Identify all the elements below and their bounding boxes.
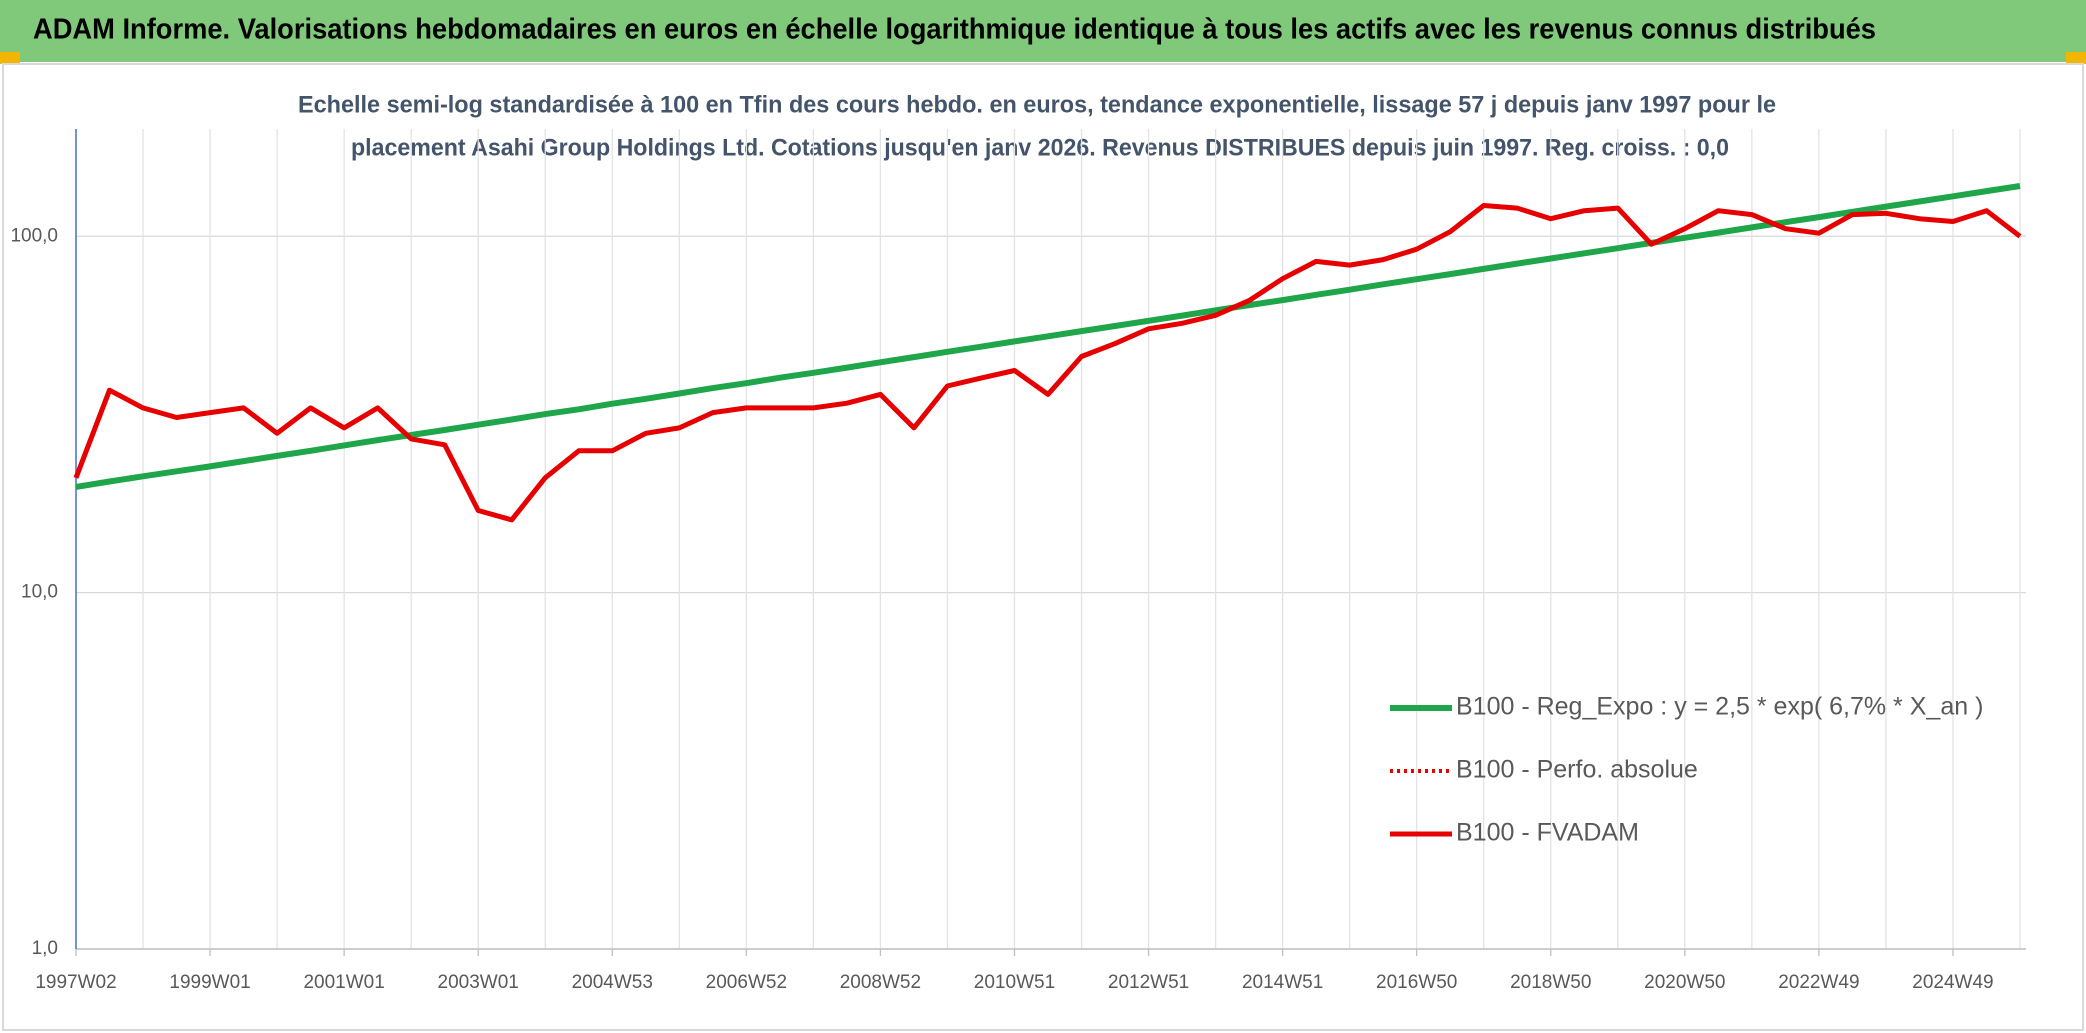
x-tick-label: 1999W01 xyxy=(169,972,250,993)
x-tick-label: 2010W51 xyxy=(974,972,1055,993)
x-tick-label: 2012W51 xyxy=(1108,972,1189,993)
x-tick-label: 2024W49 xyxy=(1912,972,1993,993)
x-tick-label: 2001W01 xyxy=(303,972,384,993)
x-tick-label: 2003W01 xyxy=(438,972,519,993)
legend-label: B100 - Perfo. absolue xyxy=(1456,756,1698,784)
legend-label: B100 - FVADAM xyxy=(1456,819,1639,847)
corner-mark xyxy=(0,52,20,64)
y-tick-label: 100,0 xyxy=(10,225,58,246)
x-tick-label: 2022W49 xyxy=(1778,972,1859,993)
x-tick-label: 1997W02 xyxy=(35,972,116,993)
legend-label: B100 - Reg_Expo : y = 2,5 * exp( 6,7% * … xyxy=(1456,693,1983,721)
y-tick-label: 1,0 xyxy=(32,938,58,959)
x-tick-label: 2008W52 xyxy=(840,972,921,993)
x-tick-label: 2020W50 xyxy=(1644,972,1725,993)
chart-frame xyxy=(2,63,2084,1031)
x-tick-label: 2014W51 xyxy=(1242,972,1323,993)
chart-subtitle: Echelle semi-log standardisée à 100 en T… xyxy=(298,91,1776,118)
x-tick-label: 2006W52 xyxy=(706,972,787,993)
chart-title: ADAM Informe. Valorisations hebdomadaire… xyxy=(33,14,1876,46)
corner-mark xyxy=(2066,52,2086,64)
y-tick-label: 10,0 xyxy=(21,582,58,603)
x-tick-label: 2018W50 xyxy=(1510,972,1591,993)
x-tick-label: 2004W53 xyxy=(572,972,653,993)
title-bar xyxy=(0,0,2086,62)
chart-subtitle: placement Asahi Group Holdings Ltd. Cota… xyxy=(351,134,1729,161)
x-tick-label: 2016W50 xyxy=(1376,972,1457,993)
line-series xyxy=(75,183,2021,490)
line-series xyxy=(73,203,2022,523)
